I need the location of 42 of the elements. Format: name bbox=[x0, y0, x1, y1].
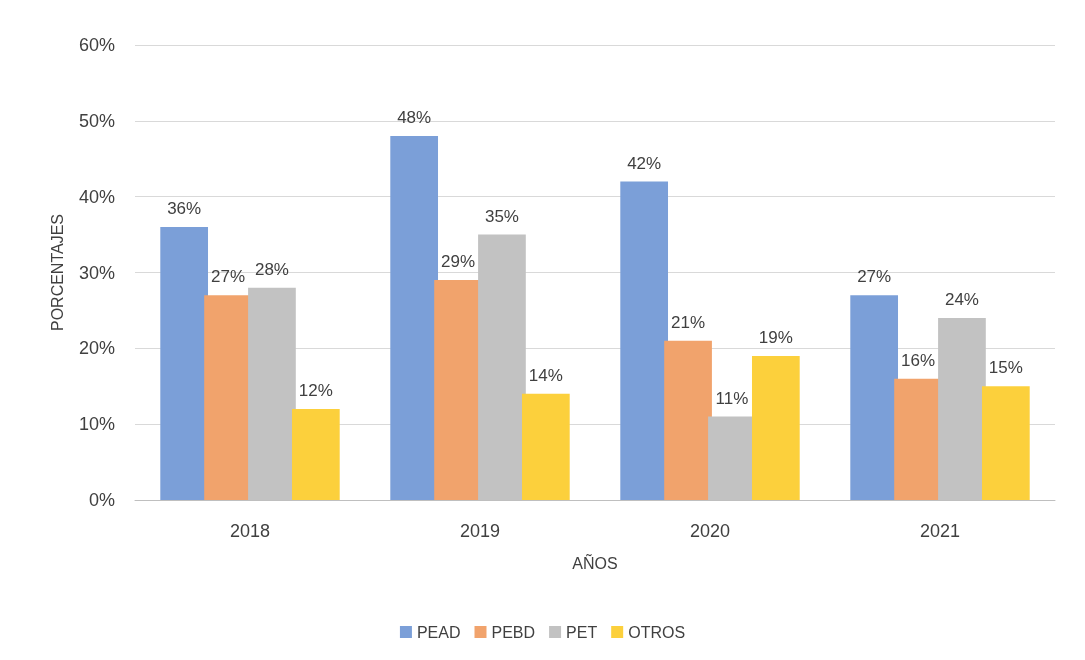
data-label: 15% bbox=[988, 358, 1023, 378]
data-label: 14% bbox=[528, 365, 563, 385]
data-label: 35% bbox=[484, 206, 519, 226]
data-label: 36% bbox=[167, 199, 202, 218]
x-tick-label: 2019 bbox=[459, 521, 501, 541]
y-tick-label: 40% bbox=[78, 186, 115, 207]
x-tick-label: 2018 bbox=[229, 521, 271, 541]
bar bbox=[751, 355, 800, 500]
y-tick-label: 60% bbox=[78, 35, 115, 55]
y-tick-label: 50% bbox=[78, 110, 115, 131]
data-label: 48% bbox=[397, 108, 432, 127]
legend-label: PET bbox=[566, 623, 598, 641]
y-axis-title: PORCENTAJES bbox=[48, 213, 66, 332]
data-label: 27% bbox=[857, 267, 892, 287]
data-label: 16% bbox=[901, 350, 936, 370]
x-axis-title: AÑOS bbox=[572, 552, 618, 572]
bar bbox=[291, 409, 340, 500]
bar bbox=[981, 386, 1030, 500]
data-label: 21% bbox=[671, 312, 706, 332]
bar bbox=[850, 295, 899, 500]
data-label: 29% bbox=[441, 252, 476, 272]
data-label: 12% bbox=[298, 381, 333, 400]
data-label: 24% bbox=[944, 290, 979, 309]
bar bbox=[390, 136, 439, 500]
bar bbox=[620, 181, 669, 500]
y-tick-label: 0% bbox=[88, 490, 115, 510]
bar bbox=[521, 393, 570, 500]
data-label: 11% bbox=[715, 388, 749, 408]
legend-label: PEBD bbox=[491, 623, 536, 641]
data-label: 42% bbox=[627, 153, 662, 173]
data-label: 19% bbox=[758, 327, 793, 347]
y-tick-label: 30% bbox=[78, 262, 115, 283]
x-tick-label: 2020 bbox=[689, 521, 731, 541]
y-tick-label: 10% bbox=[78, 414, 115, 435]
data-label: 27% bbox=[211, 267, 246, 287]
legend-label: OTROS bbox=[628, 623, 686, 641]
data-label: 28% bbox=[254, 259, 289, 279]
legend-label: PEAD bbox=[416, 623, 461, 641]
bar bbox=[160, 227, 209, 500]
x-tick-label: 2021 bbox=[919, 521, 961, 541]
y-tick-label: 20% bbox=[78, 338, 115, 359]
bar bbox=[664, 340, 712, 500]
